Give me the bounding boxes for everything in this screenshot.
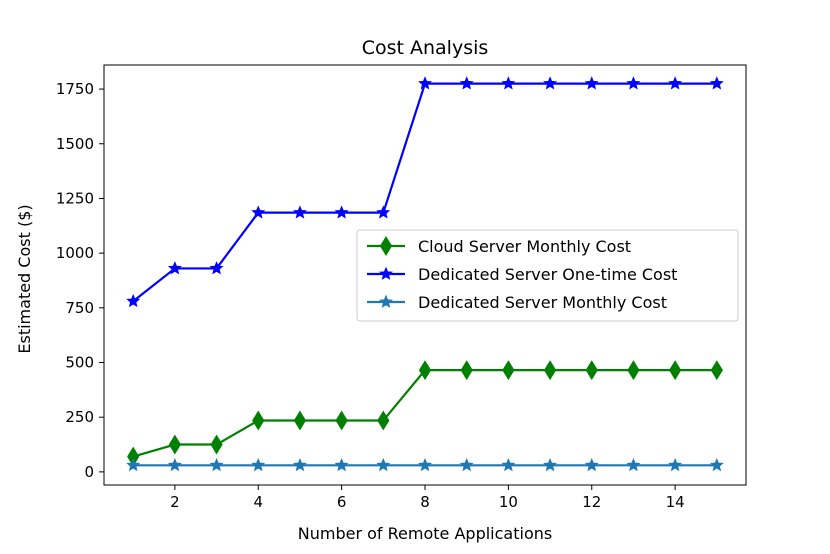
data-point <box>209 458 224 472</box>
x-tick-label: 4 <box>253 493 263 511</box>
y-tick-label: 1500 <box>56 135 94 153</box>
data-point <box>210 434 223 455</box>
x-tick-label: 8 <box>420 493 430 511</box>
data-point <box>418 76 432 90</box>
data-point <box>126 293 141 308</box>
y-axis-label: Estimated Cost ($) <box>15 204 34 353</box>
data-point <box>585 360 598 381</box>
legend-marker <box>379 294 393 308</box>
data-point <box>209 261 224 275</box>
data-point <box>334 205 349 219</box>
data-point <box>126 458 141 472</box>
data-point <box>377 410 390 431</box>
data-point <box>293 410 307 431</box>
data-point <box>501 76 516 90</box>
data-point <box>252 410 265 431</box>
y-tick-label: 250 <box>65 408 94 426</box>
data-point <box>376 205 391 219</box>
data-point <box>543 76 558 90</box>
data-point <box>709 76 724 90</box>
x-tick-label: 12 <box>582 493 601 511</box>
data-point <box>376 458 391 472</box>
plot-area: 2 4 6 8 10 12 14 0 250 500 750 1000 1250 1500 1750 <box>56 64 747 511</box>
data-point <box>709 458 724 472</box>
data-point <box>668 76 683 90</box>
data-point <box>418 360 432 381</box>
data-point <box>501 458 516 472</box>
data-point <box>251 458 266 472</box>
data-point <box>292 205 307 219</box>
y-tick-label: 1250 <box>56 189 94 207</box>
legend-marker <box>379 266 393 280</box>
legend: Cloud Server Monthly Cost Dedicated Serve… <box>356 229 739 322</box>
legend-marker <box>379 236 393 256</box>
x-tick-label: 2 <box>170 493 180 511</box>
legend-label: Cloud Server Monthly Cost <box>418 237 631 256</box>
x-tick-label: 6 <box>337 493 347 511</box>
data-point <box>167 261 182 275</box>
x-tick-label: 14 <box>666 493 685 511</box>
data-point <box>459 76 474 90</box>
data-point <box>460 360 473 381</box>
chart-title: Cost Analysis <box>362 37 489 59</box>
data-point <box>335 410 348 431</box>
data-point <box>627 360 640 381</box>
data-point <box>626 458 641 472</box>
data-point <box>168 434 181 455</box>
data-point <box>251 205 266 219</box>
data-point <box>543 458 558 472</box>
y-tick-label: 500 <box>65 354 94 372</box>
data-point <box>584 76 599 90</box>
data-point <box>710 360 723 381</box>
data-point <box>292 458 307 472</box>
legend-box <box>356 229 739 322</box>
y-tick-label: 750 <box>65 299 94 317</box>
x-axis-label: Number of Remote Applications <box>298 524 552 543</box>
legend-label: Dedicated Server Monthly Cost <box>418 293 667 312</box>
y-tick-label: 0 <box>84 463 94 481</box>
data-point <box>418 458 432 472</box>
axes-frame <box>103 64 747 486</box>
data-point <box>502 360 515 381</box>
data-point <box>669 360 682 381</box>
data-point <box>584 458 599 472</box>
y-tick-label: 1000 <box>56 244 94 262</box>
y-tick-label: 1750 <box>56 80 94 98</box>
x-tick-label: 10 <box>499 493 518 511</box>
data-point <box>334 458 349 472</box>
data-point <box>668 458 683 472</box>
data-point <box>626 76 641 90</box>
data-point <box>459 458 474 472</box>
data-point <box>543 360 557 381</box>
legend-label: Dedicated Server One-time Cost <box>418 265 677 284</box>
data-point <box>167 458 182 472</box>
